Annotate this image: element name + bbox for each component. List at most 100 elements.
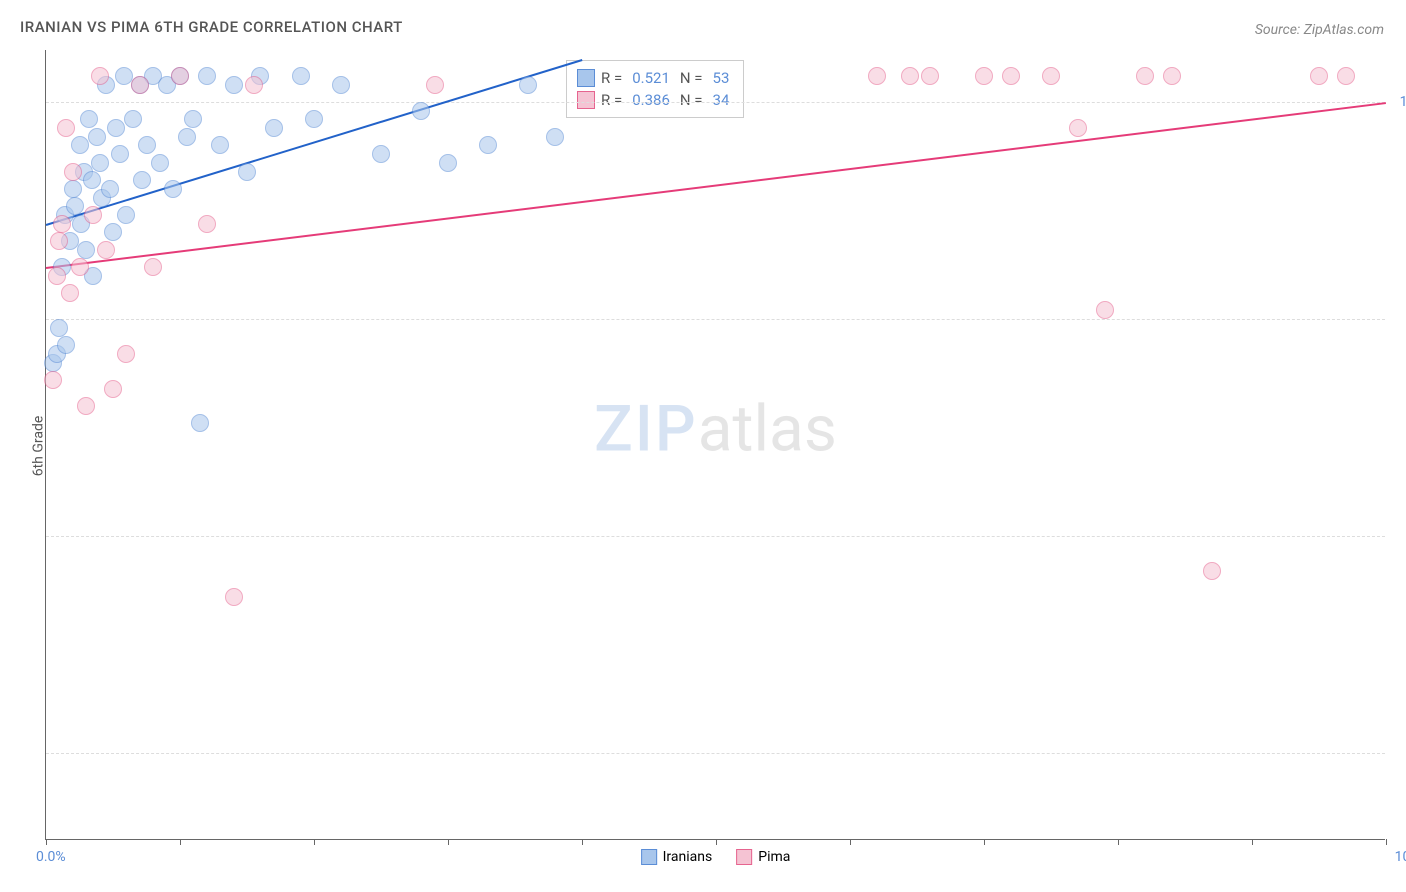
data-point	[238, 163, 256, 181]
x-tick	[1118, 839, 1119, 845]
x-tick	[716, 839, 717, 845]
x-axis-min-label: 0.0%	[36, 849, 66, 865]
legend-r-label: R =	[601, 91, 622, 109]
legend-r-label: R =	[601, 69, 622, 87]
data-point	[292, 67, 310, 85]
data-point	[178, 128, 196, 146]
stats-legend: R = 0.521 N = 53 R = 0.386 N = 34	[566, 60, 744, 118]
data-point	[1069, 119, 1087, 137]
data-point	[53, 215, 71, 233]
gridline-h	[46, 753, 1385, 754]
data-point	[1042, 67, 1060, 85]
data-point	[439, 154, 457, 172]
data-point	[225, 76, 243, 94]
data-point	[117, 206, 135, 224]
data-point	[50, 319, 68, 337]
data-point	[479, 136, 497, 154]
data-point	[97, 241, 115, 259]
data-point	[1203, 562, 1221, 580]
data-point	[64, 163, 82, 181]
x-tick	[850, 839, 851, 845]
data-point	[1337, 67, 1355, 85]
data-point	[151, 154, 169, 172]
gridline-h	[46, 536, 1385, 537]
data-point	[372, 145, 390, 163]
chart-source: Source: ZipAtlas.com	[1255, 22, 1384, 38]
data-point	[48, 267, 66, 285]
data-point	[305, 110, 323, 128]
legend-item: Iranians	[641, 849, 713, 865]
legend-n-value: 53	[713, 69, 730, 87]
legend-swatch	[736, 849, 752, 865]
x-axis-max-label: 100.0%	[1395, 849, 1406, 865]
data-point	[131, 76, 149, 94]
x-tick	[448, 839, 449, 845]
data-point	[83, 171, 101, 189]
data-point	[117, 345, 135, 363]
data-point	[104, 380, 122, 398]
data-point	[1163, 67, 1181, 85]
plot-area: ZIPatlas 0.0% 100.0% R =0.521N =53R =0.3…	[45, 50, 1385, 840]
legend-r-value: 0.386	[632, 91, 670, 109]
y-axis-label: 6th Grade	[30, 416, 46, 477]
data-point	[184, 110, 202, 128]
x-tick	[314, 839, 315, 845]
data-point	[91, 154, 109, 172]
data-point	[1096, 301, 1114, 319]
y-tick-label: 100.0%	[1400, 94, 1406, 110]
data-point	[124, 110, 142, 128]
data-point	[1136, 67, 1154, 85]
legend-series-name: Iranians	[663, 849, 713, 865]
data-point	[66, 197, 84, 215]
chart-title: IRANIAN VS PIMA 6TH GRADE CORRELATION CH…	[20, 18, 403, 36]
legend-item: Pima	[736, 849, 790, 865]
data-point	[171, 67, 189, 85]
legend-n-label: N =	[680, 69, 703, 87]
data-point	[44, 371, 62, 389]
data-point	[211, 136, 229, 154]
data-point	[101, 180, 119, 198]
legend-row: R = 0.386 N = 34	[577, 89, 733, 111]
data-point	[107, 119, 125, 137]
correlation-chart: IRANIAN VS PIMA 6TH GRADE CORRELATION CH…	[0, 0, 1406, 892]
data-point	[245, 76, 263, 94]
data-point	[57, 119, 75, 137]
data-point	[198, 67, 216, 85]
data-point	[111, 145, 129, 163]
x-tick	[1252, 839, 1253, 845]
x-tick	[46, 839, 47, 845]
data-point	[144, 258, 162, 276]
data-point	[104, 223, 122, 241]
gridline-h	[46, 102, 1385, 103]
data-point	[50, 232, 68, 250]
data-point	[921, 67, 939, 85]
series-legend: Iranians Pima	[641, 849, 791, 865]
x-tick	[984, 839, 985, 845]
data-point	[71, 136, 89, 154]
data-point	[332, 76, 350, 94]
data-point	[164, 180, 182, 198]
data-point	[412, 102, 430, 120]
data-point	[80, 110, 98, 128]
data-point	[1002, 67, 1020, 85]
data-point	[77, 397, 95, 415]
data-point	[225, 588, 243, 606]
x-tick	[180, 839, 181, 845]
trend-line	[46, 102, 1386, 269]
data-point	[77, 241, 95, 259]
data-point	[61, 284, 79, 302]
data-point	[868, 67, 886, 85]
legend-n-value: 34	[713, 91, 730, 109]
legend-swatch	[577, 69, 595, 87]
data-point	[88, 128, 106, 146]
x-tick	[1386, 839, 1387, 845]
data-point	[91, 67, 109, 85]
legend-swatch	[641, 849, 657, 865]
data-point	[198, 215, 216, 233]
legend-series-name: Pima	[758, 849, 790, 865]
legend-n-label: N =	[680, 91, 703, 109]
data-point	[901, 67, 919, 85]
data-point	[265, 119, 283, 137]
data-point	[975, 67, 993, 85]
legend-r-value: 0.521	[632, 69, 670, 87]
